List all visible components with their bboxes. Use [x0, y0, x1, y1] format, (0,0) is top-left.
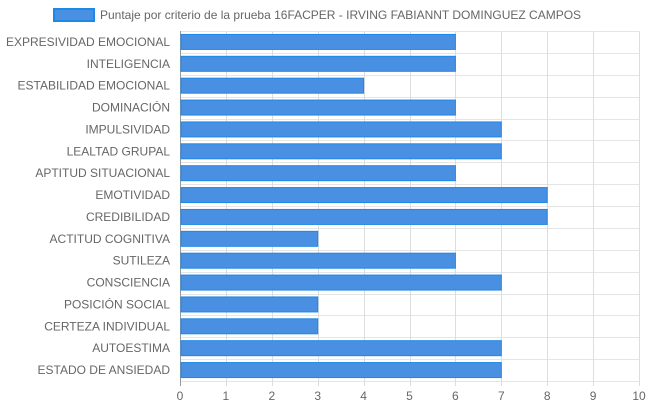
legend-label: Puntaje por criterio de la prueba 16FACP… — [100, 8, 581, 22]
x-tick-label: 0 — [177, 389, 184, 403]
y-tick-label: DOMINACIÓN — [92, 100, 170, 115]
bar[interactable] — [180, 362, 502, 379]
y-tick-label: IMPULSIVIDAD — [85, 122, 170, 136]
bar[interactable] — [180, 55, 456, 72]
x-axis-tick-labels: 0 1 2 3 4 5 6 7 8 9 10 — [177, 389, 646, 403]
y-tick-label: CONSCIENCIA — [87, 276, 170, 290]
x-tick-label: 8 — [544, 389, 551, 403]
bar[interactable] — [180, 274, 502, 291]
bars — [180, 33, 548, 379]
bar[interactable] — [180, 121, 502, 138]
y-tick-label: EXPRESIVIDAD EMOCIONAL — [6, 35, 170, 49]
x-tick-label: 3 — [314, 389, 321, 403]
x-tick-label: 6 — [452, 389, 459, 403]
y-tick-label: ESTADO DE ANSIEDAD — [38, 363, 171, 377]
bar[interactable] — [180, 252, 456, 269]
y-tick-label: EMOTIVIDAD — [95, 188, 170, 202]
x-tick-label: 1 — [223, 389, 230, 403]
y-tick-label: CERTEZA INDIVIDUAL — [44, 319, 170, 333]
bar[interactable] — [180, 33, 456, 50]
bar[interactable] — [180, 143, 502, 160]
y-tick-label: POSICIÓN SOCIAL — [64, 296, 170, 311]
x-tick-label: 7 — [498, 389, 505, 403]
y-tick-label: ACTITUD COGNITIVA — [50, 232, 170, 246]
y-tick-label: ESTABILIDAD EMOCIONAL — [18, 79, 171, 93]
bar[interactable] — [180, 318, 319, 335]
y-tick-label: SUTILEZA — [113, 254, 170, 268]
bar[interactable] — [180, 208, 548, 225]
x-tick-label: 9 — [590, 389, 597, 403]
y-tick-label: APTITUD SITUACIONAL — [35, 166, 170, 180]
legend[interactable]: Puntaje por criterio de la prueba 16FACP… — [53, 8, 581, 22]
y-tick-label: INTELIGENCIA — [87, 57, 170, 71]
x-tick-label: 4 — [360, 389, 367, 403]
x-tick-label: 2 — [268, 389, 275, 403]
x-tick-label: 10 — [632, 389, 646, 403]
legend-swatch — [53, 8, 95, 22]
y-axis-tick-labels: EXPRESIVIDAD EMOCIONAL INTELIGENCIA ESTABI… — [6, 35, 170, 377]
bar[interactable] — [180, 340, 502, 357]
gridlines — [180, 31, 640, 386]
bar[interactable] — [180, 165, 456, 182]
y-tick-label: AUTOESTIMA — [92, 341, 170, 355]
bar[interactable] — [180, 99, 456, 116]
y-tick-label: LEALTAD GRUPAL — [67, 144, 171, 158]
bar[interactable] — [180, 296, 319, 313]
bar[interactable] — [180, 187, 548, 204]
y-tick-label: CREDIBILIDAD — [86, 210, 170, 224]
bar[interactable] — [180, 77, 365, 94]
x-tick-label: 5 — [406, 389, 413, 403]
bar[interactable] — [180, 230, 319, 247]
